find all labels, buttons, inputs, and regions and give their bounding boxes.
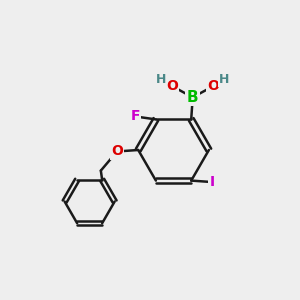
Text: O: O bbox=[166, 79, 178, 93]
Text: H: H bbox=[156, 73, 166, 86]
Text: H: H bbox=[219, 73, 230, 86]
Text: O: O bbox=[207, 79, 219, 93]
Text: F: F bbox=[130, 110, 140, 124]
Text: I: I bbox=[210, 175, 215, 189]
Text: B: B bbox=[187, 90, 199, 105]
Text: O: O bbox=[111, 145, 123, 158]
